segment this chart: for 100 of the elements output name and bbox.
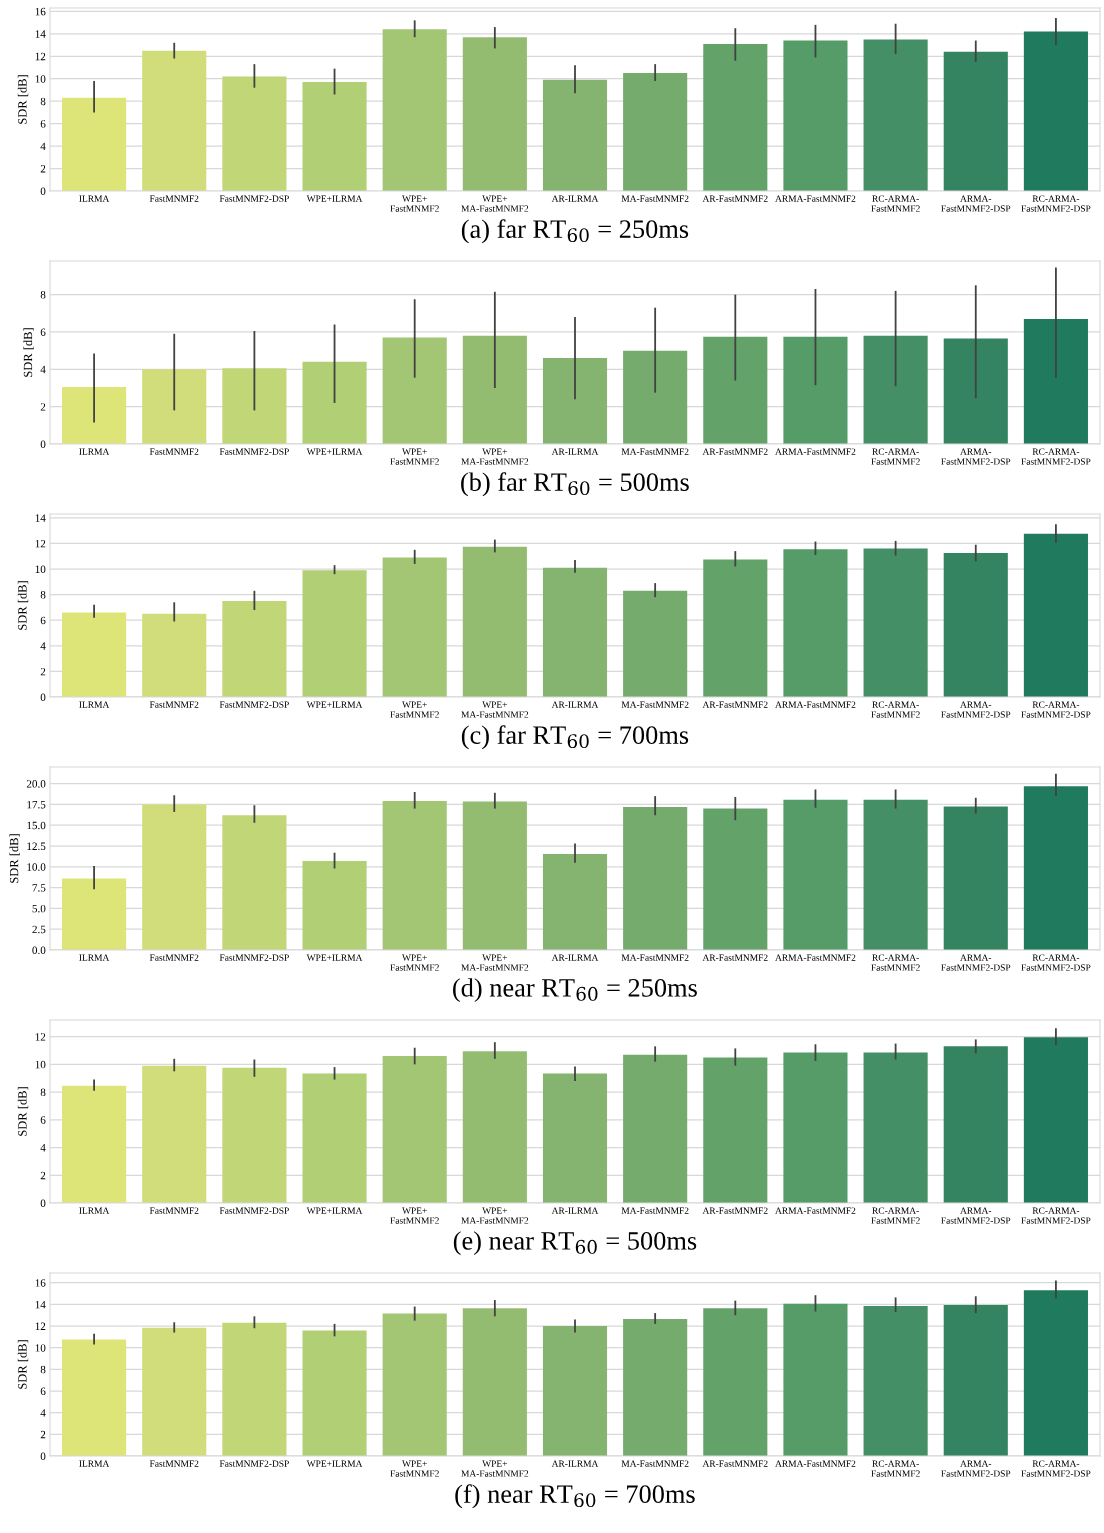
x-tick-label: FastMNMF2-DSP [219,1460,289,1467]
x-tick-label: WPE+ MA-FastMNMF2 [461,195,529,212]
y-tick-label: 2 [40,1430,46,1439]
x-tick-label: ARMA- FastMNMF2-DSP [941,1207,1011,1224]
y-tick-label: 6 [40,120,46,128]
x-tick-label: ARMA- FastMNMF2-DSP [941,195,1011,212]
x-tick-label: RC-ARMA- FastMNMF2-DSP [1021,195,1091,212]
x-tick-label: WPE+ MA-FastMNMF2 [461,1460,529,1477]
y-tick-label: 2 [40,403,46,411]
y-tick-label: 12 [35,52,46,61]
x-tick-label: ARMA-FastMNMF2 [775,195,856,202]
x-tick-label: MA-FastMNMF2 [621,1207,689,1214]
x-tick-label: MA-FastMNMF2 [621,195,689,202]
x-tick-label: WPE+ILRMA [306,954,363,961]
y-tick-label: 10 [35,565,46,573]
x-tick-label: MA-FastMNMF2 [621,701,689,708]
x-tick-label: FastMNMF2-DSP [219,701,289,708]
x-tick-label: WPE+ MA-FastMNMF2 [461,448,529,465]
x-tick-label: FastMNMF2 [149,701,199,708]
x-tick-label: RC-ARMA- FastMNMF2 [871,1460,920,1477]
x-tick-label: MA-FastMNMF2 [621,954,689,961]
y-tick-label: 20.0 [26,780,46,788]
y-tick-label: 15.0 [27,821,46,830]
x-tick-label: AR-FastMNMF2 [702,954,768,961]
y-tick-label: 12.5 [27,842,46,851]
x-tick-label: AR-ILRMA [551,448,599,455]
text: (f) near RT$_{60}$ = 700ms [455,1484,695,1509]
y-tick-label: 2 [40,1171,46,1180]
x-tick-label: FastMNMF2-DSP [219,195,289,202]
x-tick-label: FastMNMF2 [149,448,199,455]
y-tick-label: 16 [35,1279,46,1287]
y-tick-label: 14 [35,1300,46,1309]
y-tick-label: 17.5 [27,800,46,809]
x-tick-label: WPE+ FastMNMF2 [390,1207,439,1224]
x-tick-label: ARMA-FastMNMF2 [775,701,856,708]
x-tick-label: ILRMA [79,1207,110,1214]
x-tick-label: MA-FastMNMF2 [621,1460,689,1467]
x-tick-label: FastMNMF2 [149,1207,199,1214]
y-tick-label: 10 [35,1344,46,1352]
x-tick-label: FastMNMF2 [149,954,199,961]
x-tick-label: ARMA- FastMNMF2-DSP [941,448,1011,465]
x-tick-label: WPE+ MA-FastMNMF2 [461,954,529,971]
x-tick-label: ILRMA [79,954,110,961]
x-tick-label: AR-ILRMA [551,195,599,202]
y-tick-label: 6 [40,616,46,625]
y-tick-label: 14 [35,30,46,38]
y-axis-title: SDR [dB] [17,75,29,124]
x-tick-label: RC-ARMA- FastMNMF2 [871,701,920,718]
y-tick-label: 14 [35,514,46,522]
x-tick-label: AR-FastMNMF2 [702,701,768,708]
text: (e) near RT$_{60}$ = 500ms [453,1231,697,1256]
y-tick-label: 0 [40,693,46,701]
x-tick-label: RC-ARMA- FastMNMF2 [871,954,920,971]
x-tick-label: FastMNMF2-DSP [219,954,289,961]
text: (c) far RT$_{60}$ = 700ms [461,725,689,750]
x-tick-label: ARMA-FastMNMF2 [775,954,856,961]
x-tick-label: RC-ARMA- FastMNMF2-DSP [1021,448,1091,465]
y-tick-label: 8 [40,1088,46,1097]
y-tick-label: 4 [40,1144,46,1152]
x-tick-label: WPE+ MA-FastMNMF2 [461,1207,529,1224]
y-tick-label: 2 [40,165,46,173]
text: (b) far RT$_{60}$ = 500ms [461,472,689,497]
y-tick-label: 2 [40,667,46,676]
x-tick-label: ARMA- FastMNMF2-DSP [941,954,1011,971]
x-tick-label: WPE+ FastMNMF2 [390,954,439,971]
y-tick-label: 8 [40,97,46,106]
x-tick-label: WPE+ILRMA [306,1460,363,1467]
x-tick-label: RC-ARMA- FastMNMF2-DSP [1021,1460,1091,1477]
x-tick-label: WPE+ MA-FastMNMF2 [461,701,529,718]
y-tick-label: 0.0 [32,946,46,955]
y-tick-label: 16 [35,7,46,16]
x-tick-label: WPE+ FastMNMF2 [390,195,439,212]
y-tick-label: 0 [40,440,46,448]
y-tick-label: 8 [40,291,46,299]
x-tick-label: ILRMA [79,195,110,202]
x-tick-label: ARMA- FastMNMF2-DSP [941,701,1011,718]
y-tick-label: 4 [40,365,46,374]
x-tick-label: AR-ILRMA [551,1460,599,1467]
x-tick-label: RC-ARMA- FastMNMF2-DSP [1021,954,1091,971]
x-tick-label: AR-FastMNMF2 [702,1460,768,1467]
x-tick-label: WPE+ FastMNMF2 [390,701,439,718]
x-tick-label: WPE+ILRMA [306,448,363,455]
y-axis-title: SDR [dB] [9,834,20,883]
y-tick-label: 6 [40,328,46,336]
x-tick-label: WPE+ILRMA [306,1207,363,1214]
x-tick-label: ILRMA [79,448,110,455]
x-tick-label: ARMA-FastMNMF2 [775,1207,856,1214]
x-tick-label: RC-ARMA- FastMNMF2-DSP [1021,1207,1091,1224]
y-tick-label: 5.0 [32,904,46,913]
y-tick-label: 0 [40,1199,46,1207]
x-tick-label: ARMA- FastMNMF2-DSP [941,1460,1011,1477]
y-tick-label: 7.5 [32,884,46,892]
x-tick-label: AR-ILRMA [551,954,599,961]
x-tick-label: ILRMA [79,1460,110,1467]
x-tick-label: WPE+ FastMNMF2 [390,1460,439,1477]
x-tick-label: AR-ILRMA [551,701,599,708]
y-tick-label: 8 [40,591,46,599]
text: (d) near RT$_{60}$ = 250ms [453,978,697,1003]
y-tick-label: 10 [35,75,46,83]
x-tick-label: AR-FastMNMF2 [702,195,768,202]
